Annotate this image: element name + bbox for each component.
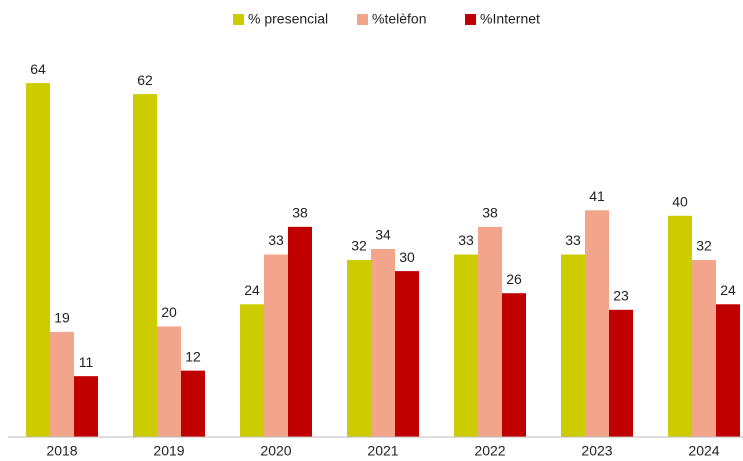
bar (50, 331, 74, 437)
bar (133, 94, 157, 437)
data-label: 30 (399, 249, 415, 265)
data-label: 38 (292, 205, 308, 221)
bar (157, 326, 181, 437)
x-tick-label: 2018 (46, 443, 77, 459)
bar (288, 226, 312, 437)
bar (692, 260, 716, 437)
bar (264, 254, 288, 437)
bar (347, 260, 371, 437)
data-label: 24 (720, 282, 736, 298)
bar (585, 210, 609, 437)
legend-swatch (465, 14, 476, 25)
bar (371, 248, 395, 437)
legend-label: %Internet (480, 11, 540, 27)
bar (668, 215, 692, 437)
data-label: 23 (613, 288, 629, 304)
data-label: 40 (672, 194, 688, 210)
bar (478, 226, 502, 437)
data-label: 11 (79, 354, 94, 370)
bar (395, 271, 419, 437)
bar (74, 376, 98, 437)
x-tick-label: 2022 (474, 443, 505, 459)
x-tick-label: 2020 (260, 443, 291, 459)
legend-swatch (357, 14, 368, 25)
bar (240, 304, 264, 437)
data-label: 64 (30, 61, 46, 77)
data-label: 20 (161, 304, 177, 320)
data-label: 38 (482, 205, 498, 221)
x-tick-label: 2023 (581, 443, 612, 459)
data-label: 34 (375, 227, 391, 243)
data-label: 33 (565, 232, 581, 248)
data-label: 33 (268, 232, 284, 248)
data-label: 26 (506, 271, 522, 287)
data-label: 33 (458, 232, 474, 248)
data-label: 41 (589, 188, 605, 204)
data-label: 32 (696, 238, 712, 254)
bar (181, 370, 205, 437)
legend-swatch (233, 14, 244, 25)
legend-label: % presencial (248, 11, 328, 27)
x-tick-label: 2024 (688, 443, 719, 459)
bar (26, 83, 50, 437)
bar (454, 254, 478, 437)
x-tick-label: 2021 (367, 443, 398, 459)
data-label: 24 (244, 282, 260, 298)
x-tick-label: 2019 (153, 443, 184, 459)
data-label: 19 (54, 310, 70, 326)
data-label: 62 (137, 72, 153, 88)
bar (502, 293, 526, 437)
bar (561, 254, 585, 437)
data-label: 12 (185, 348, 201, 364)
data-label: 32 (351, 238, 367, 254)
legend-label: %telèfon (372, 11, 426, 27)
bar (716, 304, 740, 437)
bar (609, 309, 633, 437)
